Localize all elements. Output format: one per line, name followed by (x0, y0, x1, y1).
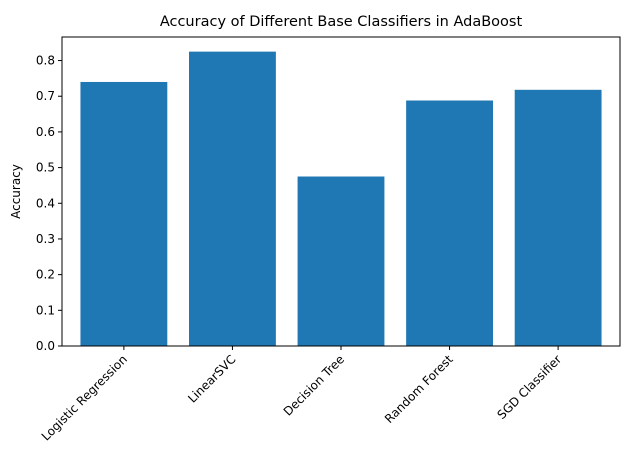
bars-group (80, 51, 602, 347)
x-tick-label: SGD Classifier (494, 352, 564, 422)
y-tick-label: 0.5 (36, 161, 55, 175)
bar-decision-tree (297, 176, 385, 346)
y-tick-label: 0.6 (36, 125, 55, 139)
y-axis-label: Accuracy (9, 164, 23, 219)
x-tick-label: Logistic Regression (39, 352, 130, 443)
y-tick-label: 0.2 (36, 268, 55, 282)
chart-title: Accuracy of Different Base Classifiers i… (160, 14, 523, 30)
y-tick-label: 0.8 (36, 54, 55, 68)
bar-logistic-regression (80, 81, 168, 346)
y-tick-label: 0.1 (36, 303, 55, 317)
x-tick-label: LinearSVC (185, 352, 238, 405)
bar-linearsvc (189, 51, 276, 346)
plot-frame (61, 36, 621, 347)
x-tick-label: Decision Tree (281, 352, 347, 418)
y-tick-label: 0.4 (36, 196, 55, 210)
bar-random-forest (406, 100, 493, 347)
bar-sgd-classifier (514, 89, 602, 346)
y-tick-label: 0.3 (36, 232, 55, 246)
y-tick-label: 0.7 (36, 89, 55, 103)
y-axis: 0.0 0.1 0.2 0.3 0.4 0.5 0.6 0.7 0.8 (36, 54, 62, 353)
x-tick-label: Random Forest (382, 352, 456, 426)
x-axis: Logistic Regression LinearSVC Decision Tre… (39, 346, 564, 444)
y-tick-label: 0.0 (36, 339, 55, 353)
